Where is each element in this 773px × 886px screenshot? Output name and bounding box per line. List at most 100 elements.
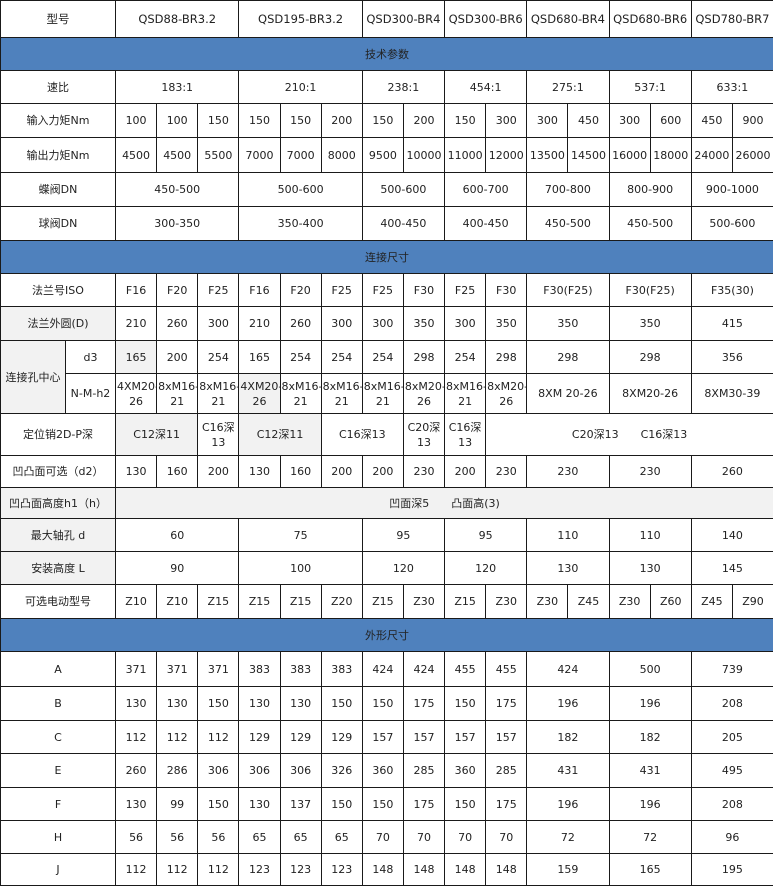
value-cell: 凹面深5 凸面高(3) bbox=[116, 488, 773, 519]
value-cell: Z10 bbox=[157, 585, 198, 619]
value-cell: 298 bbox=[486, 341, 527, 374]
value-cell: 65 bbox=[239, 821, 280, 854]
value-cell: 431 bbox=[609, 754, 691, 788]
value-cell: 537:1 bbox=[609, 71, 691, 104]
value-cell: 454:1 bbox=[445, 71, 527, 104]
value-cell: 254 bbox=[321, 341, 362, 374]
value-cell: 123 bbox=[280, 854, 321, 886]
value-cell: 12000 bbox=[486, 138, 527, 173]
value-cell: 350 bbox=[609, 307, 691, 341]
value-cell: 383 bbox=[321, 652, 362, 687]
value-cell: 500-600 bbox=[691, 207, 773, 241]
value-cell: C12深11 bbox=[239, 414, 321, 456]
value-cell: 371 bbox=[116, 652, 157, 687]
value-cell: 150 bbox=[362, 687, 403, 721]
value-cell: 300 bbox=[527, 104, 568, 138]
value-cell: 150 bbox=[321, 687, 362, 721]
value-cell: 8xM16-21 bbox=[198, 374, 239, 414]
value-cell: 10000 bbox=[403, 138, 444, 173]
value-cell: 260 bbox=[691, 456, 773, 488]
value-cell: F30(F25) bbox=[527, 274, 609, 307]
value-cell: 5500 bbox=[198, 138, 239, 173]
value-cell: 424 bbox=[403, 652, 444, 687]
value-cell: 200 bbox=[403, 104, 444, 138]
row-label: F bbox=[1, 788, 116, 821]
value-cell: 8xM16-21 bbox=[321, 374, 362, 414]
value-cell: Z15 bbox=[198, 585, 239, 619]
value-cell: 383 bbox=[280, 652, 321, 687]
value-cell: 72 bbox=[609, 821, 691, 854]
row-label: C bbox=[1, 721, 116, 754]
section-title: 外形尺寸 bbox=[1, 619, 773, 652]
value-cell: 120 bbox=[445, 552, 527, 585]
value-cell: 56 bbox=[198, 821, 239, 854]
value-cell: 26000 bbox=[732, 138, 773, 173]
value-cell: 350-400 bbox=[239, 207, 362, 241]
value-cell: F16 bbox=[116, 274, 157, 307]
value-cell: 56 bbox=[157, 821, 198, 854]
value-cell: 110 bbox=[527, 519, 609, 552]
value-cell: 300 bbox=[362, 307, 403, 341]
value-cell: 123 bbox=[239, 854, 280, 886]
value-cell: 150 bbox=[362, 104, 403, 138]
value-cell: 285 bbox=[486, 754, 527, 788]
value-cell: C12深11 bbox=[116, 414, 198, 456]
value-cell: 157 bbox=[486, 721, 527, 754]
row-label: 定位销2D-P深 bbox=[1, 414, 116, 456]
value-cell: 8xM20-26 bbox=[486, 374, 527, 414]
value-cell: 70 bbox=[403, 821, 444, 854]
value-cell: 254 bbox=[198, 341, 239, 374]
value-cell: F20 bbox=[157, 274, 198, 307]
value-cell: F25 bbox=[362, 274, 403, 307]
row-label: E bbox=[1, 754, 116, 788]
section-row: 技术参数 bbox=[1, 38, 773, 71]
value-cell: 500 bbox=[609, 652, 691, 687]
value-cell: 275:1 bbox=[527, 71, 609, 104]
model-header: QSD195-BR3.2 bbox=[239, 1, 362, 38]
value-cell: 148 bbox=[486, 854, 527, 886]
value-cell: 150 bbox=[198, 788, 239, 821]
value-cell: 160 bbox=[157, 456, 198, 488]
row-sublabel: d3 bbox=[66, 341, 116, 374]
value-cell: F25 bbox=[445, 274, 486, 307]
value-cell: 160 bbox=[280, 456, 321, 488]
value-cell: 205 bbox=[691, 721, 773, 754]
value-cell: 130 bbox=[157, 687, 198, 721]
value-cell: 112 bbox=[157, 721, 198, 754]
value-cell: 360 bbox=[362, 754, 403, 788]
value-cell: 72 bbox=[527, 821, 609, 854]
value-cell: 150 bbox=[321, 788, 362, 821]
value-cell: 95 bbox=[445, 519, 527, 552]
value-cell: 300 bbox=[609, 104, 650, 138]
value-cell: 148 bbox=[362, 854, 403, 886]
value-cell: 200 bbox=[198, 456, 239, 488]
value-cell: 424 bbox=[527, 652, 609, 687]
value-cell: 350 bbox=[527, 307, 609, 341]
value-cell: 8xM16-21 bbox=[445, 374, 486, 414]
value-cell: 110 bbox=[609, 519, 691, 552]
value-cell: 175 bbox=[486, 788, 527, 821]
value-cell: 150 bbox=[280, 104, 321, 138]
value-cell: 415 bbox=[691, 307, 773, 341]
value-cell: 60 bbox=[116, 519, 239, 552]
value-cell: 129 bbox=[321, 721, 362, 754]
value-cell: 165 bbox=[239, 341, 280, 374]
value-cell: 455 bbox=[445, 652, 486, 687]
row-sublabel: N-M-h2 bbox=[66, 374, 116, 414]
group-label: 连接孔中心 bbox=[1, 341, 66, 414]
value-cell: 130 bbox=[280, 687, 321, 721]
value-cell: 200 bbox=[445, 456, 486, 488]
value-cell: 260 bbox=[116, 754, 157, 788]
value-cell: 165 bbox=[609, 854, 691, 886]
value-cell: 371 bbox=[198, 652, 239, 687]
value-cell: 300 bbox=[198, 307, 239, 341]
